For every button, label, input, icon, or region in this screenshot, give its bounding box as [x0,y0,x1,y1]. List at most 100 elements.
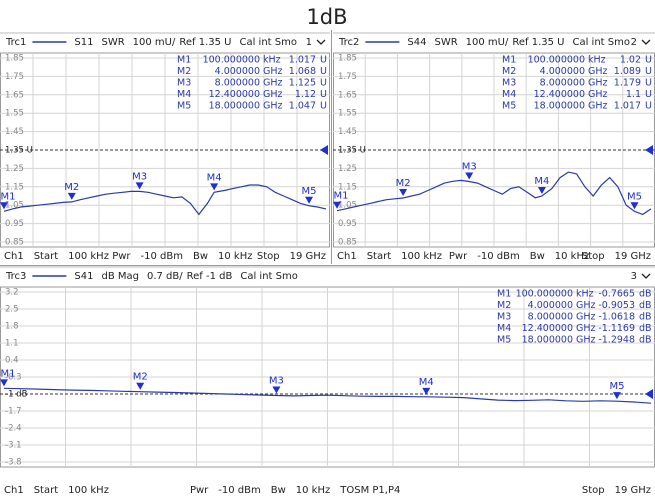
trace-ref: Ref -1 dB [187,271,233,282]
marker-value-unit: dB [639,335,652,346]
marker-stimulus-unit: GHz [263,101,283,112]
marker-value: 1.02 [620,55,641,66]
marker-value: -1.1169 [598,323,635,334]
marker-name: M2 [497,300,511,311]
marker-stimulus: 8.000000 [528,312,573,323]
y-tick-label: 0.85 [5,238,24,248]
marker-value: 1.017 [614,101,641,112]
marker-stimulus-unit: kHz [588,55,606,66]
marker-triangle [537,187,546,194]
marker-tag: M5 [609,381,624,392]
marker-value-unit: U [320,66,327,77]
marker-name: M3 [177,78,191,89]
reference-arrow [320,145,328,155]
footer-text: Bw [530,251,545,262]
marker-triangle [333,201,341,209]
footer-text: Start [34,485,59,496]
footer-text: 19 GHz [615,485,651,496]
marker-value: 1.125 [289,78,316,89]
reference-arrow [645,389,653,399]
y-tick-label: 1.75 [5,72,24,82]
footer-text: -10 dBm [477,251,519,262]
marker-name: M5 [502,101,516,112]
marker-name: M5 [497,335,511,346]
marker-triangle [399,189,408,197]
marker-value-unit: dB [639,312,652,323]
footer-text: Stop [582,251,605,262]
trace-cal: Cal int Smo [239,37,297,48]
marker-stimulus: 18.000000 [209,101,260,112]
reference-arrow [645,145,653,155]
y-tick-label: 0.95 [338,219,357,229]
trace-scale: 100 mU/ [133,37,176,48]
reference-label: 1.35 U [5,146,33,156]
marker-name: M4 [502,89,516,100]
y-tick-label: -0.3 [5,373,22,383]
y-tick-label: 0.4 [5,356,19,366]
footer-text: Start [367,251,392,262]
trace-menu-chevron[interactable] [641,273,651,279]
y-tick-label: 1.45 [5,127,24,137]
marker-tag: M4 [419,377,434,388]
footer-text: Stop [257,251,280,262]
marker-name: M2 [177,66,191,77]
marker-value-unit: dB [639,323,652,334]
y-tick-label: 1.05 [5,201,24,211]
trace-menu-chevron[interactable] [316,39,326,45]
y-tick-label: -3.1 [5,441,22,451]
marker-tag: M2 [133,372,148,383]
y-tick-label: 1.55 [338,109,357,119]
trace-format: dB Mag [101,271,139,282]
footer-text: Pwr [449,251,468,262]
marker-value-unit: U [320,78,327,89]
marker-name: M1 [177,55,191,66]
marker-triangle [210,183,219,191]
marker-stimulus-unit: GHz [263,78,283,89]
y-tick-label: -2.4 [5,424,22,434]
footer-text: Ch1 [4,485,24,496]
y-tick-label: 1.65 [338,90,357,100]
footer-text: Ch1 [4,251,24,262]
marker-stimulus: 18.000000 [534,101,585,112]
trace-name: Trc2 [338,37,359,48]
legend-label: S44 [407,37,426,48]
marker-value: 1.12 [295,89,316,100]
legend-label: S41 [74,271,93,282]
marker-value-unit: U [320,55,327,66]
trace-scale: 100 mU/ [466,37,509,48]
marker-value: 1.089 [614,66,641,77]
marker-triangle [0,379,8,387]
marker-stimulus-unit: GHz [576,323,596,334]
marker-value-unit: dB [639,289,652,300]
marker-tag: M1 [334,191,349,202]
y-tick-label: 1.25 [5,164,24,174]
marker-value-unit: U [645,89,652,100]
y-tick-label: 1.55 [5,109,24,119]
marker-tag: M3 [132,171,147,182]
trace-format: SWR [101,37,124,48]
trace-format: SWR [434,37,457,48]
trace-menu-chevron[interactable] [641,39,651,45]
marker-stimulus: 8.000000 [540,78,585,89]
marker-tag: M2 [64,182,79,193]
marker-stimulus-unit: GHz [263,66,283,77]
y-tick-label: 1.75 [338,72,357,82]
trace-line [3,387,652,404]
marker-stimulus-unit: GHz [588,66,608,77]
screen-title: 1dB [306,5,347,29]
marker-triangle [612,392,621,400]
marker-stimulus: 12.400000 [534,89,585,100]
marker-name: M5 [177,101,191,112]
marker-value: -1.2948 [598,335,635,346]
marker-stimulus: 8.000000 [215,78,260,89]
marker-stimulus: 100.000000 [528,55,585,66]
y-tick-label: 1.65 [5,90,24,100]
marker-tag: M4 [207,172,222,183]
footer-text: 100 kHz [68,251,109,262]
marker-triangle [0,202,8,210]
marker-stimulus: 100.000000 [516,289,573,300]
marker-tag: M1 [1,191,16,202]
marker-triangle [136,382,145,390]
marker-stimulus-unit: kHz [576,289,594,300]
